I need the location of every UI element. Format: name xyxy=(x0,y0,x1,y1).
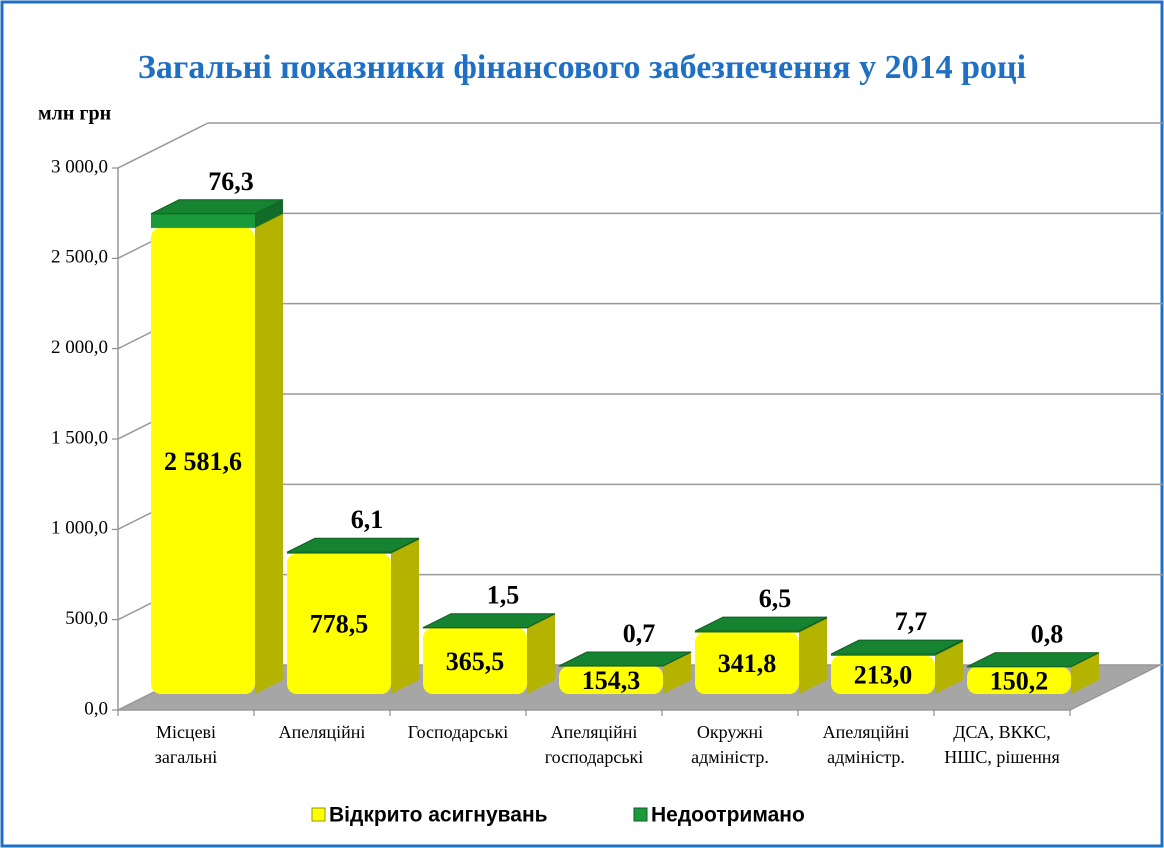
value-label: 150,2 xyxy=(990,666,1049,695)
value-label: 365,5 xyxy=(446,647,505,676)
grid-side xyxy=(117,122,209,169)
bar-top xyxy=(422,613,556,629)
value-label: 2 581,6 xyxy=(164,447,242,476)
x-tick-label: ДСА, ВККС, xyxy=(953,722,1050,742)
bar-segment xyxy=(150,199,284,228)
bar-segment xyxy=(422,613,556,629)
value-label: 213,0 xyxy=(854,661,913,690)
x-tick-label: господарські xyxy=(545,747,644,767)
bar-segment xyxy=(286,537,420,554)
bar-front xyxy=(831,654,935,656)
bar-side xyxy=(527,613,555,694)
legend-label: Недоотримано xyxy=(651,804,805,827)
value-label: 341,8 xyxy=(718,649,777,678)
bar-front xyxy=(695,631,799,633)
chart-title: Загальні показники фінансового забезпече… xyxy=(138,49,1026,86)
bar-side xyxy=(391,539,419,694)
bar-front xyxy=(695,632,799,694)
bar-side xyxy=(663,652,691,694)
value-label: 778,5 xyxy=(310,610,369,639)
bar-front xyxy=(287,553,391,694)
value-label: 0,7 xyxy=(623,619,656,648)
bar-top xyxy=(558,651,692,667)
bar-segment xyxy=(150,213,284,694)
bar-side xyxy=(935,641,963,694)
bar-segment xyxy=(830,639,964,656)
x-tick-label: НШС, рішення xyxy=(944,747,1060,767)
x-tick-label: Окружні xyxy=(697,722,763,742)
y-tick-label: 2 000,0 xyxy=(51,337,108,358)
bar-front xyxy=(287,552,391,554)
x-tick-label: Апеляційні xyxy=(279,722,366,742)
value-label: 1,5 xyxy=(487,581,520,610)
grid-line xyxy=(112,122,1164,169)
legend-swatch xyxy=(311,807,326,822)
x-axis-end xyxy=(1069,664,1161,711)
value-label: 0,8 xyxy=(1031,620,1064,649)
x-tick-label: адміністр. xyxy=(691,747,769,767)
y-tick-label: 2 500,0 xyxy=(51,247,108,268)
y-tick-label: 1 000,0 xyxy=(51,518,108,539)
x-tick-label: загальні xyxy=(155,747,217,767)
bar-side xyxy=(1071,652,1099,694)
bar-front xyxy=(423,627,527,694)
y-tick-label: 0,0 xyxy=(84,698,108,719)
bar-segment xyxy=(558,651,692,667)
bar-front xyxy=(151,227,255,694)
value-label: 154,3 xyxy=(582,666,641,695)
value-label: 6,5 xyxy=(759,584,792,613)
bar-top xyxy=(966,652,1100,668)
x-tick-label: Господарські xyxy=(408,722,508,742)
bar-front xyxy=(151,213,255,228)
bar-side xyxy=(799,618,827,694)
x-tick-label: адміністр. xyxy=(827,747,905,767)
bar-segment xyxy=(694,616,828,633)
x-tick-label: Апеляційні xyxy=(551,722,638,742)
bar-side xyxy=(255,199,283,228)
bar-top xyxy=(830,639,964,655)
bar-front xyxy=(967,666,1071,694)
value-label: 7,7 xyxy=(895,607,928,636)
bar-top xyxy=(150,199,284,215)
legend-swatch xyxy=(633,807,648,822)
value-label: 6,1 xyxy=(351,505,384,534)
y-tick-label: 1 500,0 xyxy=(51,427,108,448)
y-tick-label: 500,0 xyxy=(65,608,108,629)
x-tick-label: Апеляційні xyxy=(823,722,910,742)
bar-front xyxy=(559,666,663,694)
legend-label: Відкрито асигнувань xyxy=(329,804,548,827)
y-tick-label: 3 000,0 xyxy=(51,156,108,177)
x-tick-label: Місцеві xyxy=(156,722,216,742)
bar-front xyxy=(831,655,935,694)
bar-segment xyxy=(966,652,1100,668)
y-axis-label: млн грн xyxy=(38,103,111,125)
bar-top xyxy=(286,537,420,553)
bar-side xyxy=(255,213,283,694)
bar-top xyxy=(694,616,828,632)
value-label: 76,3 xyxy=(208,167,254,196)
